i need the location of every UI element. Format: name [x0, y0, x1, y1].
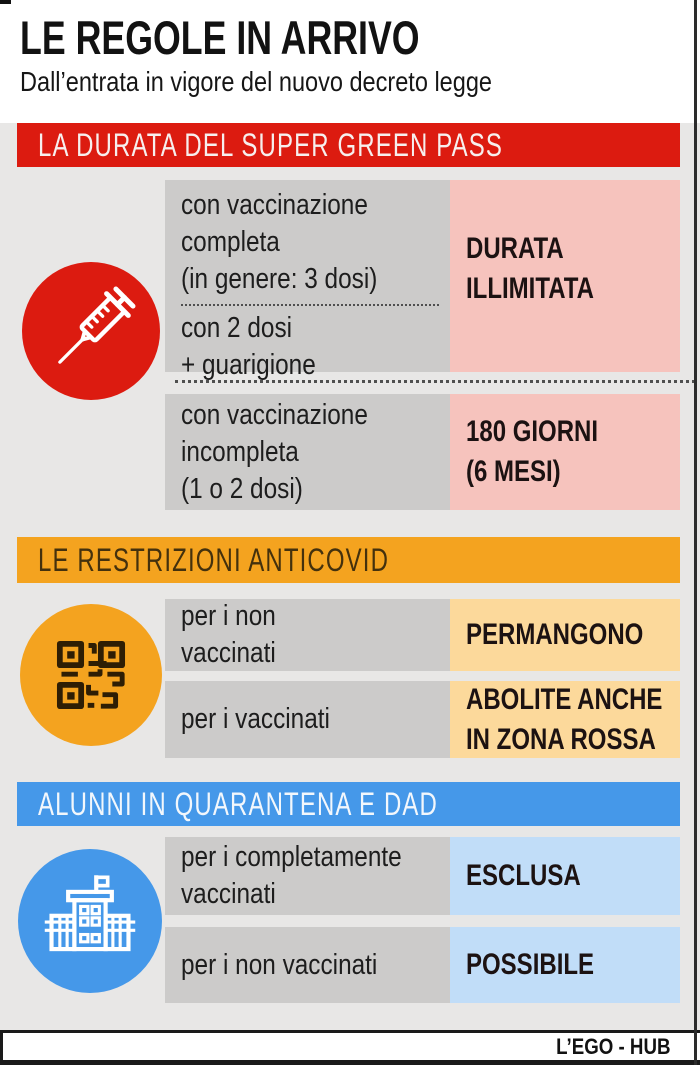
result-box-permangono: PERMANGONO	[450, 599, 680, 671]
label-line: per i vaccinati	[181, 703, 330, 735]
result-line: ESCLUSA	[466, 859, 581, 892]
result-box-possibile: POSSIBILE	[450, 927, 680, 1003]
result-line: 180 GIORNI	[466, 415, 599, 448]
result-line: IN ZONA ROSSA	[466, 722, 656, 756]
label-line: vaccinati	[181, 878, 276, 910]
result-line: ABOLITE ANCHE	[466, 682, 663, 716]
qr-code-glyph	[56, 640, 126, 710]
label-line: per i completamente	[181, 841, 402, 873]
dotted-divider	[181, 304, 439, 306]
footer-top-rule	[0, 1030, 700, 1033]
result-line: PERMANGONO	[466, 618, 644, 651]
footer-bottom-bar	[0, 1060, 700, 1065]
label-box-school-non-vaccinated: per i non vaccinati	[165, 927, 450, 1003]
result-line: ILLIMITATA	[466, 272, 594, 305]
school-building-glyph	[44, 875, 136, 952]
result-box-unlimited-duration: DURATA ILLIMITATA	[450, 180, 680, 372]
label-box-vaccinated: per i vaccinati	[165, 681, 450, 758]
syringe-icon	[22, 262, 160, 400]
result-box-abolite: ABOLITE ANCHE IN ZONA ROSSA	[450, 681, 680, 758]
label-box-fully-vaccinated: per i completamente vaccinati	[165, 837, 450, 915]
result-box-esclusa: ESCLUSA	[450, 837, 680, 915]
right-frame-line	[694, 0, 697, 1065]
label-box-incomplete-vaccination: con vaccinazione incompleta (1 o 2 dosi)	[165, 394, 450, 510]
header: LE REGOLE IN ARRIVO Dall’entrata in vigo…	[0, 0, 700, 123]
page-title: LE REGOLE IN ARRIVO	[20, 11, 420, 64]
label-line: con 2 dosi	[181, 312, 293, 344]
syringe-glyph	[58, 286, 136, 364]
label-box-non-vaccinated: per i non vaccinati	[165, 599, 450, 671]
result-box-180-days: 180 GIORNI (6 MESI)	[450, 394, 680, 510]
label-line: per i non vaccinati	[181, 948, 378, 981]
section-banner-restrictions: LE RESTRIZIONI ANTICOVID	[17, 537, 680, 583]
banner-label: ALUNNI IN QUARANTENA E DAD	[38, 785, 438, 822]
dotted-divider-wide	[175, 380, 695, 383]
corner-mark	[0, 0, 11, 4]
label-line: incompleta	[181, 435, 299, 468]
school-icon	[18, 849, 162, 993]
section-banner-green-pass: LA DURATA DEL SUPER GREEN PASS	[17, 123, 680, 167]
label-line: con vaccinazione	[181, 189, 368, 221]
label-line: (1 o 2 dosi)	[181, 472, 303, 505]
section-banner-school: ALUNNI IN QUARANTENA E DAD	[17, 782, 680, 826]
label-line: completa	[181, 226, 280, 258]
label-box-complete-vaccination: con vaccinazione completa (in genere: 3 …	[165, 180, 450, 381]
label-line: + guarigione	[181, 349, 316, 381]
result-line: (6 MESI)	[466, 455, 561, 488]
qr-code-icon	[20, 604, 162, 746]
result-line: DURATA	[466, 232, 564, 265]
banner-label: LA DURATA DEL SUPER GREEN PASS	[38, 126, 503, 163]
footer: L’EGO - HUB	[0, 1033, 700, 1060]
result-line: POSSIBILE	[466, 948, 595, 981]
page-subtitle: Dall’entrata in vigore del nuovo decreto…	[20, 66, 493, 97]
banner-label: LE RESTRIZIONI ANTICOVID	[38, 541, 390, 578]
label-line: per i non	[181, 600, 276, 632]
label-line: vaccinati	[181, 637, 276, 669]
footer-credit: L’EGO - HUB	[555, 1033, 670, 1059]
label-line: (in genere: 3 dosi)	[181, 263, 378, 295]
label-line: con vaccinazione	[181, 398, 368, 431]
